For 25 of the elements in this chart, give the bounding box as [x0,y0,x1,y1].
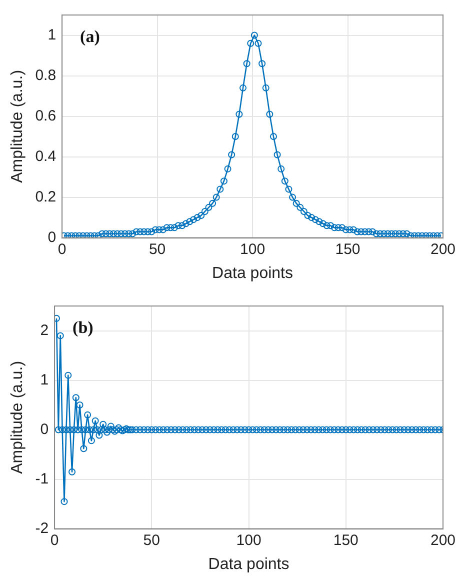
y-tick-label: 0.6 [35,107,56,124]
x-tick-label: 150 [335,240,360,258]
y-tick-label: 0 [48,228,56,246]
y-tick-label: 2 [40,322,49,339]
y-axis-title: Amplitude (a.u.) [9,360,26,474]
x-tick-label: 50 [148,240,166,258]
y-tick-label: 0.4 [35,148,56,165]
y-tick-label: 0.8 [35,66,56,84]
annotation: (b) [72,318,94,337]
x-tick-label: 200 [430,240,456,258]
annotation: (a) [80,26,100,46]
y-tick-label: 1 [40,371,49,388]
x-tick-label: 100 [236,532,262,549]
x-tick-label: 50 [143,532,160,549]
y-tick-label: -1 [35,470,49,488]
y-tick-label: 1 [48,26,56,44]
x-tick-label: 200 [430,532,456,549]
y-tick-label: -2 [35,520,49,537]
x-tick-label: 100 [240,240,266,258]
y-tick-label: 0.2 [35,188,56,206]
y-tick-label: 0 [40,420,49,438]
x-tick-label: 150 [333,532,358,549]
x-axis-title: Data points [208,556,290,573]
y-axis-title: Amplitude (a.u.) [9,70,26,183]
x-axis-title: Data points [212,264,293,282]
